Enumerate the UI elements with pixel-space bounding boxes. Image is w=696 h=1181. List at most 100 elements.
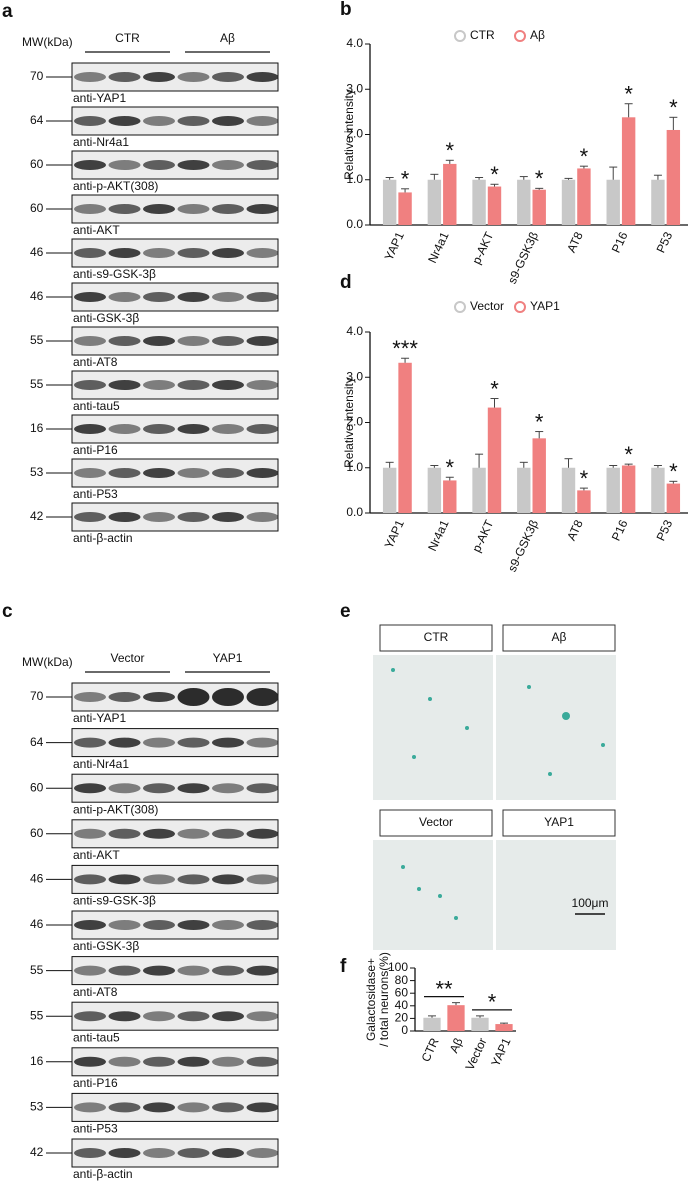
blot-band bbox=[212, 688, 244, 706]
bar bbox=[651, 467, 665, 513]
blot-band bbox=[74, 248, 106, 258]
bar bbox=[517, 179, 531, 225]
x-tick-label: P16 bbox=[609, 517, 631, 543]
blot-label: anti-AKT bbox=[73, 223, 120, 237]
blot-band bbox=[212, 1148, 244, 1158]
blot-band bbox=[212, 116, 244, 126]
x-tick-label: YAP1 bbox=[488, 1035, 513, 1068]
blot-band bbox=[108, 204, 141, 214]
bar bbox=[532, 438, 546, 513]
image-label: Aβ bbox=[552, 630, 567, 644]
blot-band bbox=[143, 204, 175, 214]
blot-band bbox=[108, 336, 141, 346]
legend-swatch bbox=[514, 30, 526, 42]
blot-band bbox=[108, 424, 141, 434]
blot-band bbox=[108, 116, 141, 126]
mw-label: 55 bbox=[30, 963, 44, 977]
blot-band bbox=[246, 1148, 279, 1158]
mw-label: 46 bbox=[30, 872, 44, 886]
blot-band bbox=[177, 292, 210, 302]
blot-band bbox=[74, 292, 106, 302]
y-tick-label: 1.0 bbox=[346, 460, 363, 474]
stain-dot bbox=[465, 726, 469, 730]
image-label: CTR bbox=[424, 630, 449, 644]
x-tick-label: Nr4a1 bbox=[425, 517, 452, 553]
blot-band bbox=[246, 874, 279, 885]
mw-label: 60 bbox=[30, 157, 44, 171]
blot-band bbox=[143, 783, 175, 794]
blot-band bbox=[108, 72, 141, 82]
blot-band bbox=[246, 828, 279, 839]
blot-band bbox=[74, 512, 106, 522]
panel-letter: e bbox=[340, 601, 351, 622]
blot-band bbox=[177, 248, 210, 258]
blot-label: anti-P16 bbox=[73, 1076, 118, 1090]
bar bbox=[606, 467, 620, 513]
blot-band bbox=[212, 72, 244, 82]
bar bbox=[495, 1024, 513, 1031]
blot-band bbox=[74, 783, 106, 794]
blot-label: anti-Nr4a1 bbox=[73, 757, 129, 771]
bar bbox=[447, 1005, 465, 1031]
blot-band bbox=[108, 248, 141, 258]
significance: * bbox=[580, 466, 589, 491]
blot-band bbox=[108, 783, 141, 794]
y-tick-label: 0.0 bbox=[346, 505, 363, 519]
y-tick-label: 4.0 bbox=[346, 324, 363, 338]
blot-label: anti-p-AKT(308) bbox=[73, 179, 158, 193]
bar bbox=[443, 480, 457, 513]
mw-header: MW(kDa) bbox=[22, 35, 73, 49]
blot-band bbox=[212, 380, 244, 390]
blot-band bbox=[246, 72, 279, 82]
y-tick-label: 4.0 bbox=[346, 36, 363, 50]
legend-label: Vector bbox=[470, 299, 504, 313]
bar bbox=[487, 407, 502, 513]
blot-label: anti-GSK-3β bbox=[73, 311, 139, 325]
significance: * bbox=[669, 95, 678, 120]
x-tick-label: YAP1 bbox=[382, 517, 407, 550]
blot-label: anti-P53 bbox=[73, 487, 118, 501]
blot-band bbox=[246, 424, 279, 434]
blot-band bbox=[177, 1011, 210, 1022]
micrograph bbox=[496, 655, 616, 800]
blot-band bbox=[74, 920, 106, 930]
x-tick-label: P16 bbox=[609, 229, 631, 255]
significance: * bbox=[490, 162, 499, 187]
blot-band bbox=[246, 336, 279, 346]
mw-label: 16 bbox=[30, 1054, 44, 1068]
bar bbox=[651, 179, 665, 225]
y-tick-label: 60 bbox=[395, 985, 409, 999]
blot-label: anti-P16 bbox=[73, 443, 118, 457]
blot-band bbox=[212, 783, 244, 794]
image-label-box bbox=[379, 624, 493, 652]
blot-band bbox=[212, 248, 244, 258]
blot-band bbox=[143, 160, 175, 170]
y-axis-label: Relative intensity bbox=[342, 89, 356, 180]
blot-band bbox=[143, 336, 175, 346]
mw-label: 46 bbox=[30, 917, 44, 931]
stain-dot bbox=[417, 887, 421, 891]
stain-dot bbox=[601, 743, 605, 747]
bar bbox=[382, 179, 397, 225]
blot-band bbox=[177, 424, 210, 434]
blot-label: anti-AT8 bbox=[73, 355, 118, 369]
blot-band bbox=[177, 828, 210, 839]
blot-band bbox=[212, 336, 244, 346]
bar bbox=[471, 1017, 489, 1031]
blot-band bbox=[246, 160, 279, 170]
blot-band bbox=[177, 512, 210, 522]
blot-band bbox=[212, 292, 244, 302]
mw-label: 70 bbox=[30, 69, 44, 83]
micrograph bbox=[496, 840, 616, 950]
mw-label: 53 bbox=[30, 1100, 44, 1114]
blot-label: anti-YAP1 bbox=[73, 711, 126, 725]
significance: * bbox=[445, 138, 454, 163]
x-tick-label: P53 bbox=[654, 517, 676, 543]
blot-band bbox=[246, 468, 279, 478]
legend-swatch bbox=[454, 301, 466, 313]
blot-band bbox=[74, 380, 106, 390]
blot-band bbox=[177, 1102, 210, 1113]
blot-band bbox=[143, 692, 175, 702]
group-label: Aβ bbox=[220, 31, 235, 45]
mw-label: 53 bbox=[30, 465, 44, 479]
